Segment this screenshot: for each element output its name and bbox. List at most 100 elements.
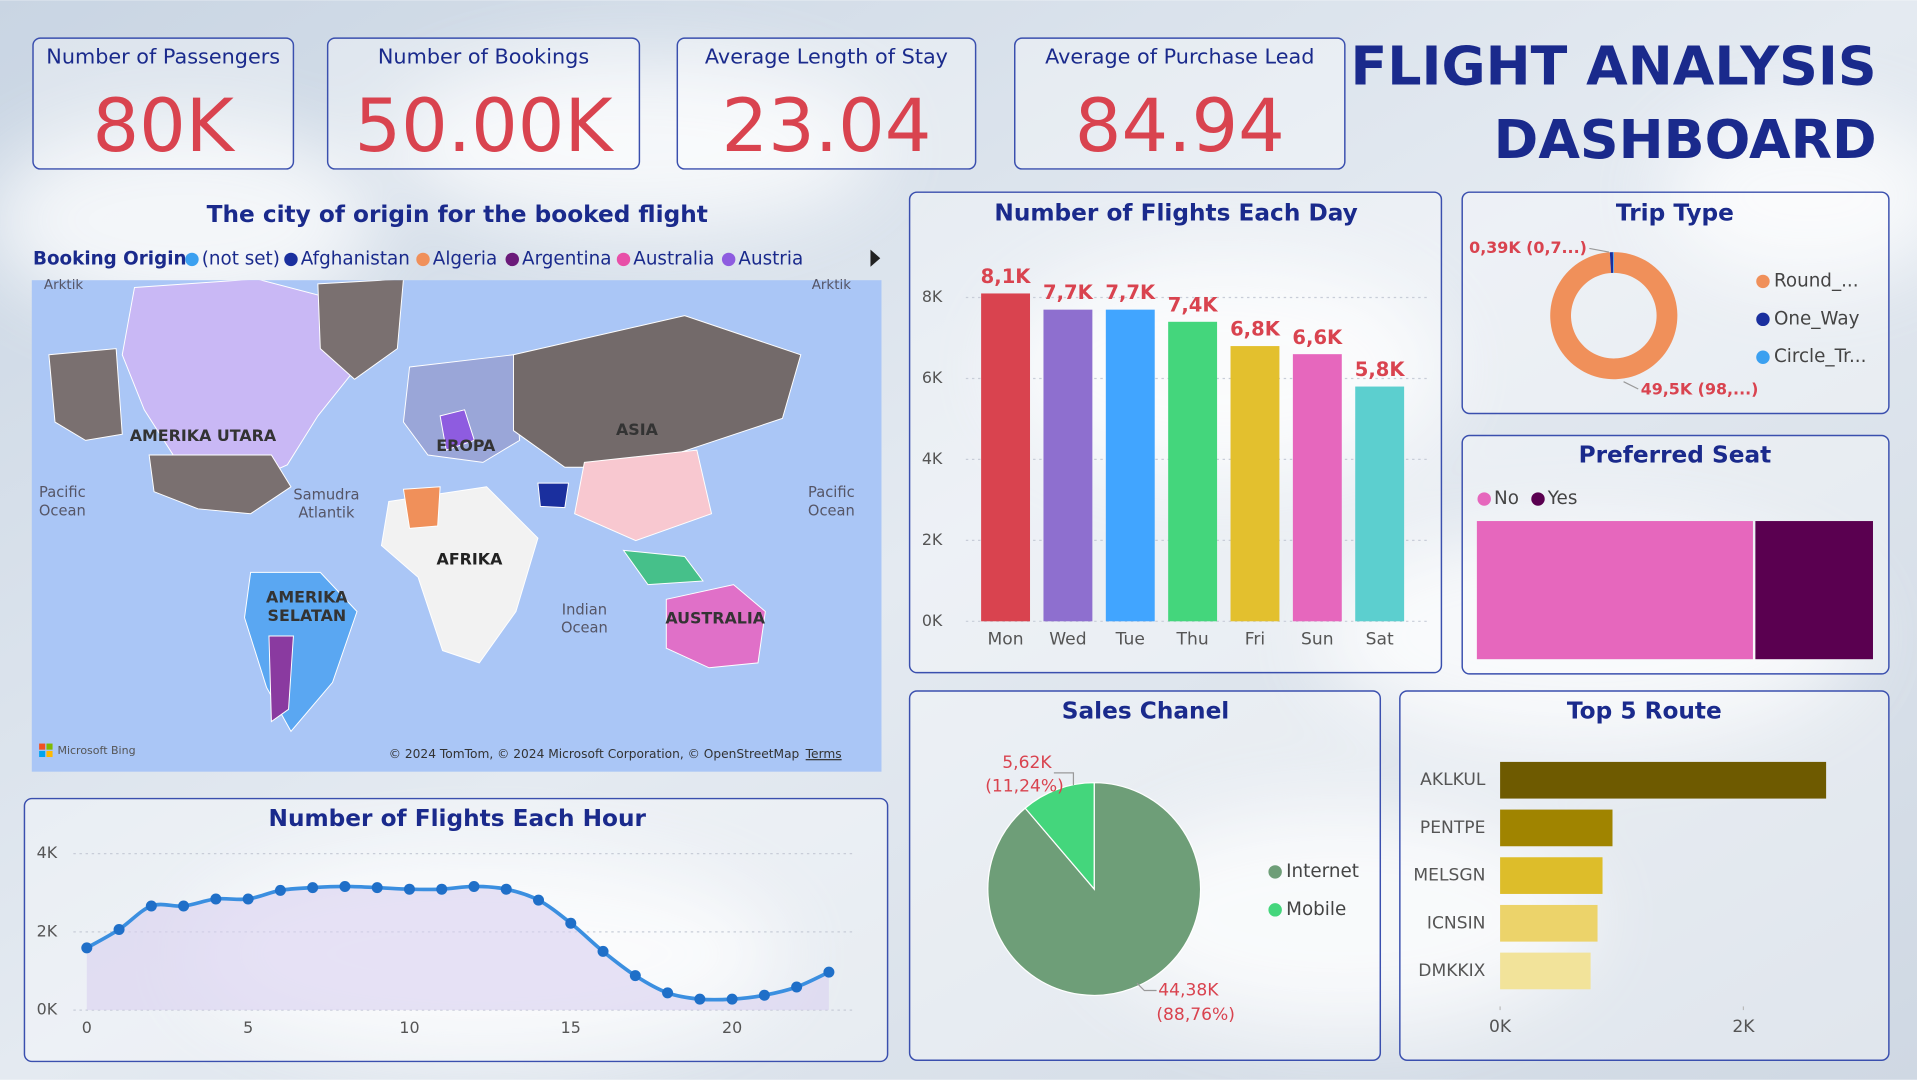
bar <box>1500 809 1613 847</box>
bar-segment <box>1755 521 1873 660</box>
legend-label: Round_... <box>1774 270 1859 291</box>
panel <box>1014 37 1346 170</box>
panel <box>326 37 641 170</box>
y-tick-label: 2K <box>37 921 58 940</box>
kpi-label: Average Length of Stay <box>705 45 948 69</box>
percent-label: (11,24%) <box>985 776 1064 796</box>
chart-title: Sales Chanel <box>1062 697 1229 724</box>
y-tick-label: 8K <box>922 287 943 306</box>
legend-dot <box>1756 274 1770 289</box>
x-tick-label: Fri <box>1245 630 1265 650</box>
x-tick-label: Sat <box>1366 630 1394 650</box>
legend-dot <box>185 252 199 267</box>
map-region-label: EROPA <box>436 436 496 455</box>
x-tick-label: 5 <box>243 1018 253 1037</box>
chart-title: Number of Flights Each Day <box>994 200 1357 227</box>
bing-logo <box>46 743 53 750</box>
point <box>565 917 577 929</box>
value-label: 7,4K <box>1168 293 1219 316</box>
map-terms[interactable]: Terms <box>805 747 842 761</box>
bar <box>981 293 1031 622</box>
legend-dot <box>1756 312 1770 327</box>
point <box>81 942 93 954</box>
africa <box>380 486 539 664</box>
legend-dot <box>416 252 430 267</box>
panel <box>676 37 977 170</box>
leader-line <box>1136 982 1157 992</box>
map-attribution: © 2024 TomTom, © 2024 Microsoft Corporat… <box>389 747 800 761</box>
legend-dot <box>505 252 519 267</box>
y-tick-label: 6K <box>922 368 943 387</box>
legend-dot <box>1477 492 1491 506</box>
x-tick-label: 2K <box>1732 1017 1755 1037</box>
argentina <box>268 635 294 723</box>
x-tick-label: 20 <box>722 1018 742 1037</box>
bar <box>1500 952 1591 990</box>
value-label: 0,39K (0,7...) <box>1469 238 1587 257</box>
legend-label: No <box>1494 488 1519 509</box>
legend-label: Mobile <box>1286 899 1346 920</box>
usa <box>148 454 292 515</box>
y-tick-label: 0K <box>37 1000 58 1019</box>
map-region-label: Indian <box>562 601 607 618</box>
dashboard-title: DASHBOARD <box>1494 108 1877 171</box>
map-region-label: Ocean <box>561 620 608 637</box>
point <box>597 945 609 957</box>
legend-dot <box>1756 350 1770 364</box>
map-region-label: Arktik <box>44 278 84 293</box>
bing-logo <box>46 750 53 758</box>
y-tick-label: 0K <box>922 611 943 630</box>
legend-label: Circle_Tr... <box>1774 346 1866 367</box>
legend-label: (not set) <box>202 248 280 269</box>
point <box>468 880 480 892</box>
chart-title: The city of origin for the booked flight <box>207 201 708 228</box>
legend-next[interactable] <box>870 249 881 267</box>
kpi-value: 50.00K <box>354 84 614 169</box>
legend-dot <box>1531 492 1545 506</box>
value-label: 6,6K <box>1292 326 1343 349</box>
land <box>48 280 802 733</box>
donut-slice <box>1550 252 1678 380</box>
x-tick-label: Mon <box>988 630 1024 650</box>
area <box>86 886 829 1011</box>
value-label: 7,7K <box>1105 281 1156 304</box>
kpi-value: 23.04 <box>721 84 931 169</box>
bar <box>1355 386 1405 622</box>
value-label: 5,8K <box>1355 358 1406 381</box>
map-region-label: SELATAN <box>268 606 347 625</box>
leader-line <box>1589 247 1610 253</box>
chart-title: Preferred Seat <box>1579 442 1772 469</box>
map-region-label: Atlantik <box>298 505 355 522</box>
legend-title: Booking Origin <box>33 248 187 269</box>
x-tick-label: 0K <box>1489 1017 1512 1037</box>
kpi-value: 84.94 <box>1075 84 1285 169</box>
panel <box>32 37 295 170</box>
kpi-label: Number of Passengers <box>46 45 280 69</box>
australia <box>665 584 766 669</box>
point <box>791 981 803 993</box>
point <box>339 880 351 892</box>
point <box>500 883 512 895</box>
x-tick-label: Sun <box>1301 630 1334 650</box>
chart-title: Top 5 Route <box>1567 697 1722 724</box>
bar <box>1168 321 1218 622</box>
point <box>113 923 125 935</box>
map-region-label: Ocean <box>808 502 855 519</box>
map-region-label: Pacific <box>39 484 86 501</box>
value-label: 5,62K <box>1002 753 1052 773</box>
bar <box>1500 857 1603 894</box>
bar <box>1230 346 1280 622</box>
point <box>533 894 545 906</box>
donut-slice <box>1612 252 1614 273</box>
point <box>145 900 157 912</box>
point <box>629 970 641 982</box>
y-tick-label: 4K <box>37 843 58 862</box>
pie-slice <box>987 782 1202 996</box>
y-tick-label: MELSGN <box>1413 866 1485 886</box>
chart-title: Number of Flights Each Hour <box>269 805 647 832</box>
map-region-label: Samudra <box>293 486 359 503</box>
x-tick-label: 0 <box>82 1018 92 1037</box>
x-tick-label: Tue <box>1115 630 1145 650</box>
